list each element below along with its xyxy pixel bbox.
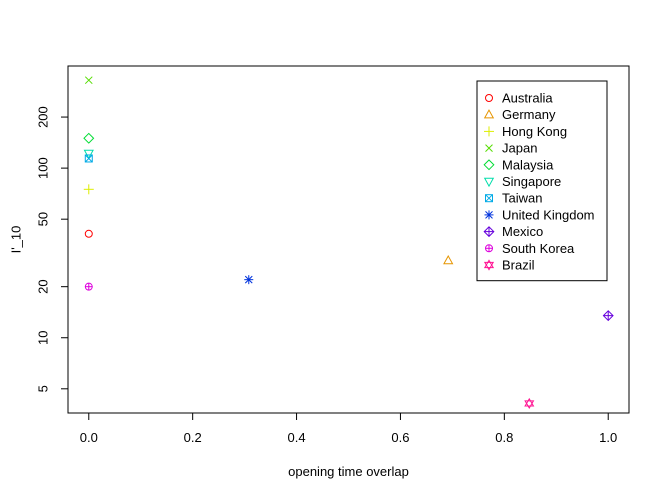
- y-tick-label: 5: [36, 385, 51, 392]
- legend-marker-japan: [485, 144, 493, 152]
- legend-label: Singapore: [502, 174, 561, 189]
- data-point-australia: [84, 229, 93, 238]
- y-tick-label: 50: [36, 212, 51, 226]
- legend-marker-australia: [485, 94, 493, 102]
- legend-label: Australia: [502, 91, 553, 106]
- legend-label: United Kingdom: [502, 207, 595, 222]
- legend-marker-mexico: [483, 226, 495, 238]
- legend-label: Germany: [502, 107, 556, 122]
- legend-label: Hong Kong: [502, 124, 567, 139]
- x-tick-label: 0.0: [80, 430, 98, 445]
- y-tick-label: 100: [36, 157, 51, 179]
- legend-label: South Korea: [502, 241, 575, 256]
- y-axis: 5 10 20 50 100 200: [36, 106, 69, 392]
- legend-marker-taiwan: [485, 194, 493, 203]
- legend-marker-brazil: [483, 259, 495, 271]
- x-tick-label: 0.8: [495, 430, 513, 445]
- data-point-united-kingdom: [244, 275, 254, 285]
- data-points: [83, 76, 614, 410]
- data-point-mexico: [602, 310, 614, 322]
- legend-marker-germany: [483, 109, 495, 119]
- legend-box: [476, 80, 608, 282]
- legend-marker-south-korea: [485, 244, 493, 253]
- y-tick-label: 20: [36, 279, 51, 293]
- data-point-taiwan: [84, 154, 93, 163]
- data-point-hong-kong: [83, 184, 94, 195]
- legend-label: Malaysia: [502, 157, 554, 172]
- x-axis: 0.0 0.2 0.4 0.6 0.8 1.0: [80, 412, 617, 445]
- legend-marker-malaysia: [483, 159, 495, 171]
- y-axis-label: I'_10: [9, 226, 24, 254]
- data-point-germany: [443, 254, 454, 265]
- x-tick-label: 1.0: [599, 430, 617, 445]
- x-tick-label: 0.4: [288, 430, 306, 445]
- x-tick-label: 0.2: [184, 430, 202, 445]
- data-point-malaysia: [83, 132, 95, 144]
- legend-label: Brazil: [502, 258, 535, 273]
- legend-label: Taiwan: [502, 191, 542, 206]
- data-point-brazil: [524, 397, 535, 410]
- legend-marker-singapore: [483, 177, 495, 188]
- x-axis-label: opening time overlap: [288, 464, 409, 479]
- y-tick-label: 10: [36, 331, 51, 345]
- data-point-south-korea: [84, 282, 93, 291]
- data-point-singapore: [83, 149, 94, 160]
- legend-marker-united-kingdom: [484, 210, 494, 220]
- legend-label: Mexico: [502, 224, 543, 239]
- legend-label: Japan: [502, 141, 537, 156]
- x-tick-label: 0.6: [391, 430, 409, 445]
- legend-marker-hong-kong: [484, 126, 494, 137]
- y-tick-label: 200: [36, 106, 51, 128]
- data-point-japan: [84, 76, 93, 85]
